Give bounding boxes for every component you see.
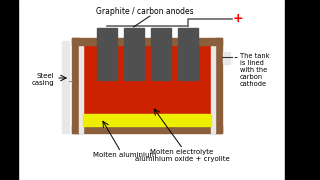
Bar xyxy=(285,0,320,180)
Bar xyxy=(18,0,285,180)
Bar xyxy=(211,45,215,133)
Bar xyxy=(72,38,222,45)
Bar xyxy=(79,45,83,133)
Text: -: - xyxy=(233,52,237,62)
Bar xyxy=(72,126,222,133)
Bar xyxy=(0,0,18,180)
Text: Molten electrolyte
aluminium oxide + cryolite: Molten electrolyte aluminium oxide + cry… xyxy=(135,149,229,162)
Text: Molten aluminium: Molten aluminium xyxy=(93,152,156,158)
Bar xyxy=(72,38,79,133)
Bar xyxy=(215,38,222,133)
Bar xyxy=(97,28,116,80)
Bar xyxy=(83,45,211,114)
Text: Graphite / carbon anodes: Graphite / carbon anodes xyxy=(96,7,194,16)
Bar xyxy=(178,28,197,80)
Bar xyxy=(150,28,171,80)
Text: Steel
casing: Steel casing xyxy=(31,73,54,86)
Bar xyxy=(223,52,230,64)
Bar xyxy=(124,28,143,80)
Text: The tank
is lined
with the
carbon
cathode: The tank is lined with the carbon cathod… xyxy=(240,53,269,87)
Bar xyxy=(83,114,211,126)
Text: +: + xyxy=(233,12,244,24)
Bar xyxy=(62,41,69,133)
